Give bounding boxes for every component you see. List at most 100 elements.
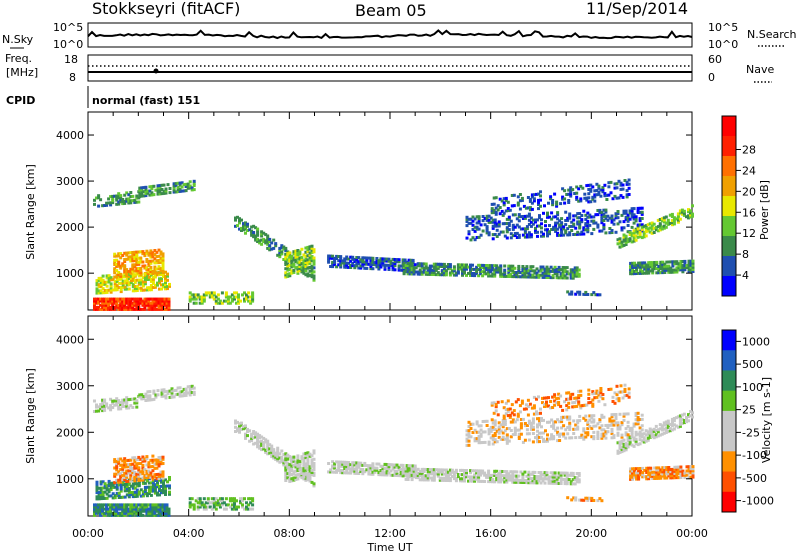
colorbar-segment xyxy=(722,196,736,217)
range-gate-cell xyxy=(539,412,542,415)
range-gate-cell xyxy=(623,226,626,229)
nave-tick-bottom: 0 xyxy=(708,71,715,84)
range-gate-cell xyxy=(488,441,491,444)
range-gate-cell xyxy=(466,237,469,240)
range-gate-cell xyxy=(131,195,134,198)
range-gate-cell xyxy=(627,412,630,415)
range-gate-cell xyxy=(508,228,511,231)
range-gate-cell xyxy=(280,450,283,453)
range-gate-cell xyxy=(296,454,299,457)
range-gate-cell xyxy=(313,248,316,251)
range-gate-cell xyxy=(237,293,240,296)
range-gate-cell xyxy=(280,456,283,459)
range-gate-cell xyxy=(506,237,509,240)
range-gate-cell xyxy=(527,414,530,417)
colorbar-segment xyxy=(722,156,736,177)
range-gate-cell xyxy=(572,432,575,435)
range-gate-cell xyxy=(195,302,198,305)
range-gate-cell xyxy=(270,241,273,244)
range-gate-cell xyxy=(246,434,249,437)
range-gate-cell xyxy=(563,189,566,192)
range-gate-cell xyxy=(578,478,581,481)
range-gate-cell xyxy=(593,200,596,203)
range-gate-cell xyxy=(653,223,656,226)
range-gate-cell xyxy=(592,435,595,438)
range-gate-cell xyxy=(465,469,468,472)
range-gate-cell xyxy=(518,234,521,237)
range-gate-cell xyxy=(586,220,589,223)
range-gate-cell xyxy=(531,265,534,268)
range-gate-cell xyxy=(168,491,171,494)
range-gate-cell xyxy=(679,466,682,469)
range-gate-cell xyxy=(655,261,658,264)
range-gate-cell xyxy=(540,222,543,225)
range-gate-cell xyxy=(615,413,618,416)
sky-noise-panel: N.Sky 10^5 10^0 10^5 10^0 N.Search xyxy=(2,21,797,51)
range-gate-cell xyxy=(251,503,254,506)
range-gate-cell xyxy=(339,255,342,258)
range-gate-cell xyxy=(580,218,583,221)
range-gate-cell xyxy=(217,293,220,296)
range-gate-cell xyxy=(576,426,579,429)
range-gate-cell xyxy=(371,462,374,465)
range-gate-cell xyxy=(524,439,527,442)
range-gate-cell xyxy=(587,389,590,392)
range-gate-cell xyxy=(495,409,498,412)
range-gate-cell xyxy=(592,414,595,417)
range-gate-cell xyxy=(484,441,487,444)
range-gate-cell xyxy=(557,401,560,404)
range-gate-cell xyxy=(240,219,243,222)
range-gate-cell xyxy=(494,219,497,222)
colorbar-segment xyxy=(722,176,736,197)
range-gate-cell xyxy=(288,251,291,254)
colorbar-segment xyxy=(722,236,736,257)
range-gate-cell xyxy=(566,266,569,269)
range-gate-cell xyxy=(572,472,575,475)
range-gate-cell xyxy=(168,283,171,286)
range-gate-cell xyxy=(193,387,196,390)
range-gate-cell xyxy=(162,470,165,473)
range-gate-cell xyxy=(492,237,495,240)
range-gate-cell xyxy=(615,231,618,234)
range-gate-cell xyxy=(193,180,196,183)
range-gate-cell xyxy=(571,393,574,396)
range-gate-cell xyxy=(453,265,456,268)
range-gate-cell xyxy=(520,433,523,436)
range-gate-cell xyxy=(618,397,621,400)
range-gate-cell xyxy=(480,223,483,226)
range-gate-cell xyxy=(280,250,283,253)
range-gate-cell xyxy=(313,462,316,465)
range-gate-cell xyxy=(601,393,604,396)
range-gate-cell xyxy=(596,431,599,434)
range-gate-cell xyxy=(513,413,516,416)
range-gate-cell xyxy=(102,275,105,278)
range-gate-cell xyxy=(199,497,202,500)
range-gate-cell xyxy=(266,440,269,443)
range-gate-cell xyxy=(225,497,228,500)
range-gate-cell xyxy=(486,225,489,228)
range-gate-cell xyxy=(539,190,542,193)
range-gate-cell xyxy=(570,436,573,439)
range-gate-cell xyxy=(539,205,542,208)
range-gate-cell xyxy=(493,203,496,206)
range-gate-cell xyxy=(503,269,506,272)
range-gate-cell xyxy=(266,235,269,238)
sky-left-label: N.Sky xyxy=(2,33,34,46)
range-gate-cell xyxy=(567,402,570,405)
range-gate-cell xyxy=(371,257,374,260)
range-gate-cell xyxy=(141,464,144,467)
range-gate-cell xyxy=(521,197,524,200)
range-gate-cell xyxy=(169,187,172,190)
range-gate-cell xyxy=(513,409,516,412)
range-gate-cell xyxy=(519,410,522,413)
range-gate-cell xyxy=(491,418,494,421)
range-gate-cell xyxy=(298,250,301,253)
range-gate-cell xyxy=(624,384,627,387)
range-gate-cell xyxy=(564,223,567,226)
range-gate-cell xyxy=(612,396,615,399)
range-gate-cell xyxy=(268,238,271,241)
range-gate-cell xyxy=(610,388,613,391)
range-gate-cell xyxy=(536,231,539,234)
range-gate-cell xyxy=(579,197,582,200)
range-gate-cell xyxy=(551,199,554,202)
